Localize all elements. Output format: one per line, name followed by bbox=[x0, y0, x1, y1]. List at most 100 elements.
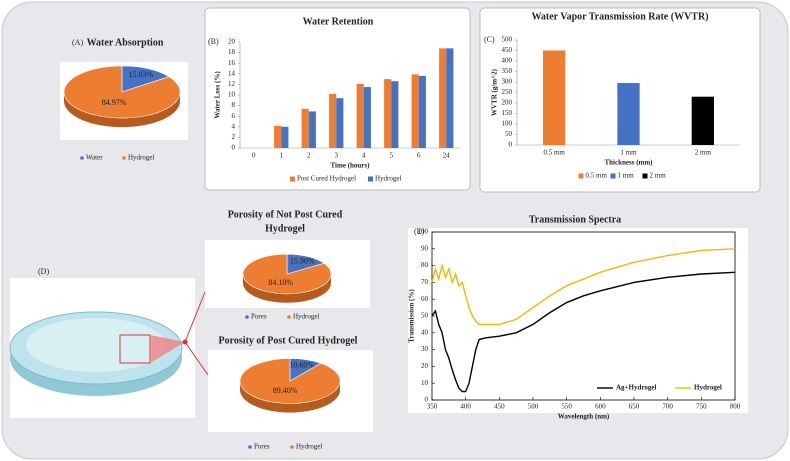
y-tick-label: 16 bbox=[228, 59, 236, 67]
y-tick-label: 18 bbox=[228, 48, 236, 56]
chart-title: Water Absorption bbox=[87, 37, 164, 48]
x-tick-label: 500 bbox=[528, 403, 539, 411]
pie-slice bbox=[242, 253, 332, 295]
x-tick-label: 4 bbox=[362, 152, 366, 160]
y-tick-label: 10 bbox=[421, 379, 429, 387]
legend-label: Hydrogel bbox=[694, 384, 722, 392]
x-tick-label: 450 bbox=[494, 403, 505, 411]
y-tick-label: 8 bbox=[232, 101, 236, 109]
legend-swatch bbox=[368, 176, 373, 182]
x-tick-label: 0.5 mm bbox=[543, 149, 565, 157]
x-tick-label: 1 mm bbox=[620, 149, 637, 157]
legend-label: Pores bbox=[254, 443, 270, 451]
legend-swatch bbox=[122, 156, 126, 160]
bar bbox=[336, 98, 344, 148]
y-tick-label: 0 bbox=[509, 141, 513, 149]
bar bbox=[411, 74, 419, 148]
panel-label: (E) bbox=[414, 227, 425, 236]
y-tick-label: 70 bbox=[421, 278, 429, 286]
bar bbox=[691, 96, 714, 145]
y-tick-label: 14 bbox=[228, 69, 236, 77]
x-axis-label: Time (hours) bbox=[331, 162, 371, 170]
bar bbox=[439, 48, 447, 148]
line-series bbox=[431, 271, 736, 393]
y-tick-label: 0 bbox=[232, 144, 236, 152]
legend-label: Hydrogel bbox=[128, 154, 154, 162]
y-tick-label: 40 bbox=[421, 328, 429, 336]
y-tick-label: 0 bbox=[425, 396, 429, 404]
y-tick-label: 6 bbox=[232, 112, 236, 120]
pie-slice bbox=[239, 358, 341, 404]
x-tick-label: 2 mm bbox=[695, 149, 712, 157]
bar bbox=[281, 126, 289, 148]
pie-slice bbox=[63, 65, 181, 119]
y-tick-label: 60 bbox=[421, 295, 429, 303]
y-tick-label: 50 bbox=[505, 130, 513, 138]
panel-label: (A) bbox=[72, 38, 83, 47]
line-series bbox=[431, 248, 736, 326]
legend-label: 0.5 mm bbox=[586, 172, 608, 180]
legend-label: 1 mm bbox=[618, 172, 635, 180]
bar bbox=[308, 111, 316, 148]
x-tick-label: 700 bbox=[662, 403, 673, 411]
legend-label: Post Cured Hydrogel bbox=[297, 175, 356, 183]
x-tick-label: 0 bbox=[252, 152, 256, 160]
x-tick-label: 400 bbox=[460, 403, 471, 411]
bar bbox=[418, 75, 426, 148]
y-tick-label: 30 bbox=[421, 345, 429, 353]
y-tick-label: 20 bbox=[228, 38, 236, 46]
y-tick-label: 450 bbox=[502, 46, 513, 54]
dish-inner bbox=[26, 318, 166, 372]
bar bbox=[617, 83, 640, 145]
panel-e bbox=[408, 228, 748, 413]
value-label: 84.97% bbox=[102, 98, 127, 107]
x-tick-label: 5 bbox=[390, 152, 394, 160]
x-tick-label: 3 bbox=[335, 152, 339, 160]
y-tick-label: 2 bbox=[232, 133, 236, 141]
legend-label: 2 mm bbox=[650, 172, 667, 180]
legend-label: Pores bbox=[251, 313, 267, 321]
y-tick-label: 500 bbox=[502, 36, 513, 44]
x-tick-label: 350 bbox=[427, 403, 438, 411]
legend-label: Water bbox=[86, 154, 103, 162]
bar bbox=[329, 93, 337, 148]
bar bbox=[274, 125, 282, 148]
x-tick-label: 800 bbox=[730, 403, 741, 411]
legend-label: Hydrogel bbox=[375, 175, 401, 183]
value-label: 89.40% bbox=[273, 386, 298, 395]
y-axis-label: Transmission (%) bbox=[408, 289, 416, 343]
chart-title: Water Vapor Transmission Rate (WVTR) bbox=[531, 11, 708, 22]
y-tick-label: 50 bbox=[421, 312, 429, 320]
chart-title: Water Retention bbox=[303, 16, 374, 27]
x-tick-label: 750 bbox=[696, 403, 707, 411]
legend-swatch bbox=[610, 173, 616, 179]
x-tick-label: 24 bbox=[443, 152, 451, 160]
chart-title: Hydrogel bbox=[265, 223, 305, 234]
y-tick-label: 300 bbox=[502, 78, 513, 86]
panel-label: (B) bbox=[208, 37, 219, 46]
zoom-wedge bbox=[150, 335, 185, 363]
y-tick-label: 400 bbox=[502, 57, 513, 65]
panel-label: (C) bbox=[484, 35, 495, 44]
pie-slice bbox=[121, 65, 170, 93]
bar bbox=[363, 87, 371, 148]
legend-swatch bbox=[287, 315, 291, 319]
legend-swatch bbox=[290, 176, 295, 182]
value-label: 15.90% bbox=[290, 256, 315, 265]
bar bbox=[301, 108, 309, 148]
bar bbox=[391, 81, 399, 148]
y-tick-label: 12 bbox=[228, 80, 236, 88]
chart-title: Porosity of Not Post Cured bbox=[228, 209, 343, 220]
y-tick-label: 350 bbox=[502, 67, 513, 75]
zoom-point bbox=[182, 339, 188, 345]
y-axis-label: WVTR (g/m^2) bbox=[491, 68, 499, 116]
x-tick-label: 550 bbox=[561, 403, 572, 411]
y-tick-label: 100 bbox=[502, 120, 513, 128]
legend-label: Hydrogel bbox=[296, 443, 322, 451]
bar bbox=[446, 48, 454, 148]
legend-swatch bbox=[578, 173, 584, 179]
zoom-line bbox=[184, 341, 209, 376]
x-tick-label: 6 bbox=[417, 152, 421, 160]
y-tick-label: 200 bbox=[502, 99, 513, 107]
